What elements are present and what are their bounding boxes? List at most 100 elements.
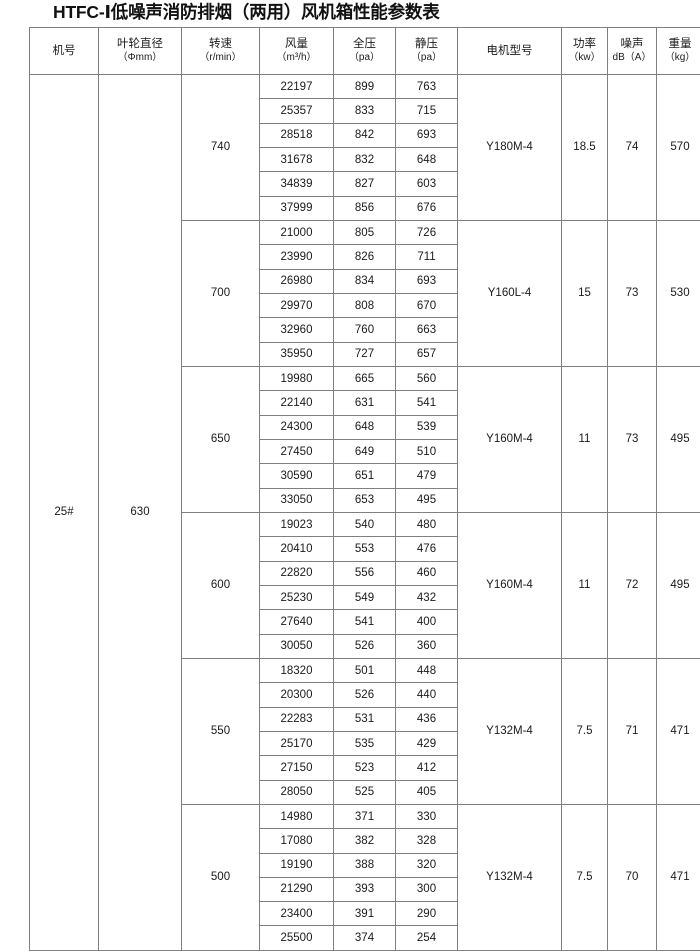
cell-weight: 530 <box>657 220 700 366</box>
cell-total-pressure: 382 <box>334 829 396 853</box>
cell-air-volume: 30590 <box>260 464 334 488</box>
cell-total-pressure: 391 <box>334 902 396 926</box>
cell-total-pressure: 665 <box>334 366 396 390</box>
cell-total-pressure: 833 <box>334 99 396 123</box>
cell-weight: 471 <box>657 804 700 950</box>
cell-air-volume: 17080 <box>260 829 334 853</box>
column-header-power: 功率（kw） <box>562 28 608 75</box>
cell-total-pressure: 805 <box>334 220 396 244</box>
cell-speed: 500 <box>182 804 260 950</box>
cell-static-pressure: 726 <box>396 220 458 244</box>
cell-static-pressure: 436 <box>396 707 458 731</box>
cell-power: 11 <box>562 366 608 512</box>
cell-air-volume: 32960 <box>260 318 334 342</box>
cell-air-volume: 27450 <box>260 439 334 463</box>
column-header-label: 功率 <box>573 38 596 50</box>
cell-speed: 700 <box>182 220 260 366</box>
cell-static-pressure: 763 <box>396 75 458 99</box>
cell-power: 18.5 <box>562 75 608 221</box>
cell-impeller-diameter: 630 <box>99 75 182 951</box>
cell-speed: 650 <box>182 366 260 512</box>
cell-static-pressure: 360 <box>396 634 458 658</box>
cell-total-pressure: 549 <box>334 585 396 609</box>
cell-static-pressure: 539 <box>396 415 458 439</box>
cell-air-volume: 21000 <box>260 220 334 244</box>
table-header: 机号叶轮直径（Φmm）转速（r/min）风量（m³/h）全压（pa）静压（pa）… <box>30 28 700 75</box>
column-header-label: 电机型号 <box>487 45 533 57</box>
cell-total-pressure: 899 <box>334 75 396 99</box>
cell-air-volume: 28518 <box>260 123 334 147</box>
cell-total-pressure: 525 <box>334 780 396 804</box>
cell-air-volume: 35950 <box>260 342 334 366</box>
cell-air-volume: 20410 <box>260 537 334 561</box>
cell-air-volume: 25170 <box>260 731 334 755</box>
cell-air-volume: 33050 <box>260 488 334 512</box>
cell-air-volume: 27150 <box>260 756 334 780</box>
cell-total-pressure: 832 <box>334 147 396 171</box>
cell-total-pressure: 727 <box>334 342 396 366</box>
cell-static-pressure: 495 <box>396 488 458 512</box>
cell-motor-model: Y160L-4 <box>458 220 562 366</box>
cell-total-pressure: 760 <box>334 318 396 342</box>
cell-noise: 70 <box>608 804 657 950</box>
cell-static-pressure: 476 <box>396 537 458 561</box>
cell-static-pressure: 320 <box>396 853 458 877</box>
column-header-speed: 转速（r/min） <box>182 28 260 75</box>
cell-total-pressure: 651 <box>334 464 396 488</box>
cell-air-volume: 20300 <box>260 683 334 707</box>
cell-air-volume: 22140 <box>260 391 334 415</box>
column-header-weight: 重量（kg） <box>657 28 700 75</box>
cell-speed: 550 <box>182 658 260 804</box>
column-header-label: 重量 <box>669 38 692 50</box>
cell-air-volume: 19190 <box>260 853 334 877</box>
cell-motor-model: Y180M-4 <box>458 75 562 221</box>
cell-power: 7.5 <box>562 658 608 804</box>
cell-static-pressure: 412 <box>396 756 458 780</box>
column-header-unit: （kg） <box>657 51 700 66</box>
cell-air-volume: 37999 <box>260 196 334 220</box>
cell-total-pressure: 842 <box>334 123 396 147</box>
cell-air-volume: 23400 <box>260 902 334 926</box>
cell-total-pressure: 834 <box>334 269 396 293</box>
cell-air-volume: 31678 <box>260 147 334 171</box>
cell-total-pressure: 541 <box>334 610 396 634</box>
cell-total-pressure: 535 <box>334 731 396 755</box>
cell-motor-model: Y132M-4 <box>458 658 562 804</box>
cell-noise: 71 <box>608 658 657 804</box>
column-header-label: 噪声 <box>621 38 644 50</box>
cell-air-volume: 19980 <box>260 366 334 390</box>
column-header-machine-no: 机号 <box>30 28 99 75</box>
column-header-unit: （pa） <box>396 51 457 66</box>
cell-total-pressure: 388 <box>334 853 396 877</box>
cell-total-pressure: 526 <box>334 634 396 658</box>
column-header-label: 静压 <box>415 38 438 50</box>
cell-static-pressure: 711 <box>396 245 458 269</box>
cell-total-pressure: 556 <box>334 561 396 585</box>
cell-static-pressure: 460 <box>396 561 458 585</box>
cell-motor-model: Y160M-4 <box>458 512 562 658</box>
cell-noise: 72 <box>608 512 657 658</box>
cell-noise: 73 <box>608 220 657 366</box>
column-header-label: 全压 <box>353 38 376 50</box>
cell-speed: 600 <box>182 512 260 658</box>
cell-air-volume: 14980 <box>260 804 334 828</box>
cell-air-volume: 18320 <box>260 658 334 682</box>
cell-static-pressure: 510 <box>396 439 458 463</box>
cell-static-pressure: 715 <box>396 99 458 123</box>
cell-weight: 495 <box>657 512 700 658</box>
cell-air-volume: 24300 <box>260 415 334 439</box>
column-header-label: 机号 <box>53 45 76 57</box>
cell-motor-model: Y160M-4 <box>458 366 562 512</box>
cell-air-volume: 25357 <box>260 99 334 123</box>
column-header-air-volume: 风量（m³/h） <box>260 28 334 75</box>
cell-weight: 471 <box>657 658 700 804</box>
cell-air-volume: 22197 <box>260 75 334 99</box>
cell-static-pressure: 330 <box>396 804 458 828</box>
cell-air-volume: 19023 <box>260 512 334 536</box>
column-header-total-pressure: 全压（pa） <box>334 28 396 75</box>
column-header-unit: dB（A） <box>608 51 656 66</box>
cell-static-pressure: 648 <box>396 147 458 171</box>
column-header-unit: （r/min） <box>182 51 259 66</box>
